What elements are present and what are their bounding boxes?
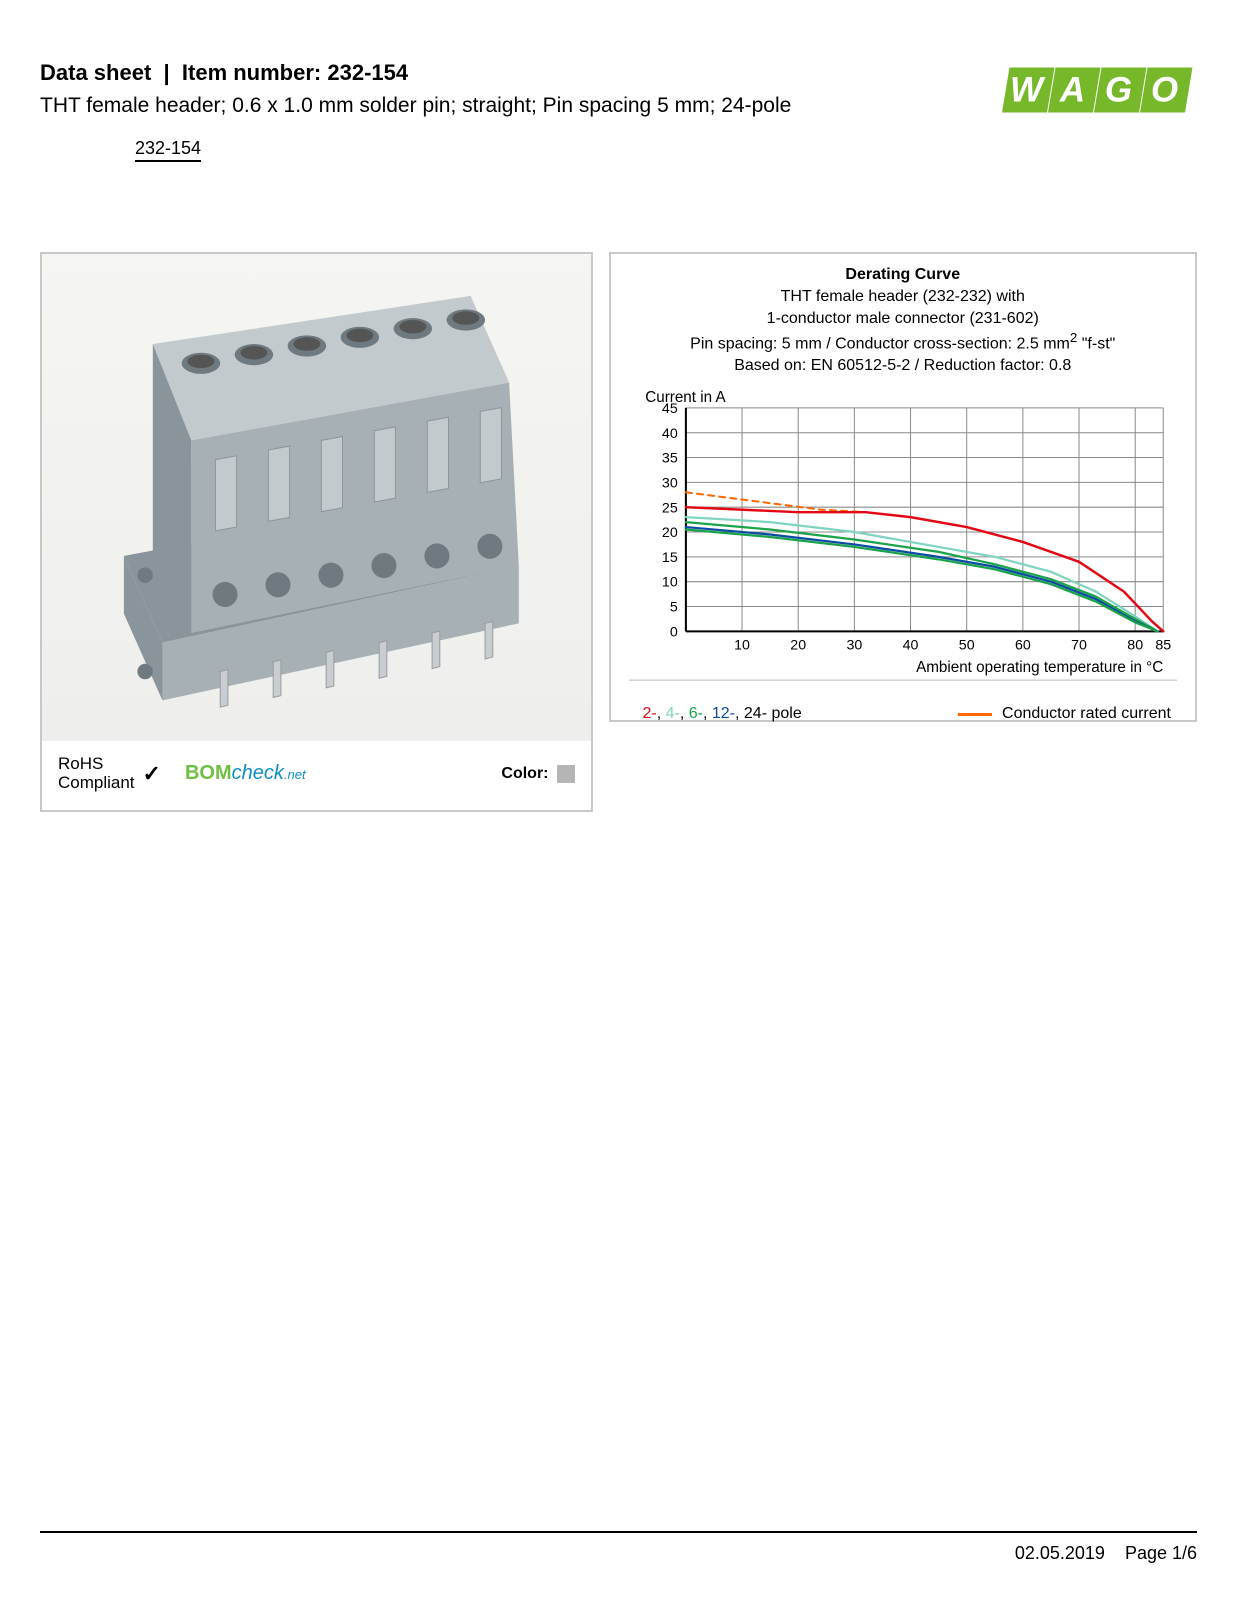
svg-text:80: 80 <box>1127 637 1143 653</box>
chart-sub4: Based on: EN 60512-5-2 / Reduction facto… <box>629 355 1178 377</box>
legend-conductor: Conductor rated current <box>958 705 1171 723</box>
check-icon: ✓ <box>143 762 161 786</box>
chart-panel: Derating Curve THT female header (232-23… <box>609 252 1198 722</box>
svg-text:5: 5 <box>669 599 677 615</box>
svg-text:60: 60 <box>1014 637 1030 653</box>
svg-text:W: W <box>1010 71 1046 110</box>
footer: 02.05.2019 Page 1/6 <box>40 1531 1197 1564</box>
bomcheck-logo: BOMcheck.net <box>185 762 306 785</box>
svg-text:35: 35 <box>661 450 677 466</box>
svg-text:O: O <box>1151 71 1178 110</box>
svg-text:0: 0 <box>669 624 677 640</box>
item-code-underlined: 232-154 <box>135 138 201 162</box>
svg-text:25: 25 <box>661 500 677 516</box>
datasheet-label: Data sheet <box>40 60 151 85</box>
color-block: Color: <box>501 765 574 783</box>
wago-logo: WAGO <box>997 60 1197 120</box>
product-panel: RoHS Compliant ✓ BOMcheck.net Color: <box>40 252 593 812</box>
chart-sub2: 1-conductor male connector (231-602) <box>629 308 1178 330</box>
item-label: Item number: <box>182 60 321 85</box>
chart-title: Derating Curve <box>629 264 1178 286</box>
chart-legend: 2-, 4-, 6-, 12-, 24- pole Conductor rate… <box>629 696 1178 723</box>
svg-text:45: 45 <box>661 401 677 417</box>
svg-text:20: 20 <box>790 637 806 653</box>
chart-sub3: Pin spacing: 5 mm / Conductor cross-sect… <box>629 329 1178 355</box>
subtitle: THT female header; 0.6 x 1.0 mm solder p… <box>40 92 977 120</box>
svg-text:85: 85 <box>1155 637 1171 653</box>
footer-page: Page 1/6 <box>1125 1543 1197 1563</box>
chart-sub1: THT female header (232-232) with <box>629 286 1178 308</box>
color-swatch <box>557 765 575 783</box>
legend-swatch-icon <box>958 713 992 716</box>
svg-text:70: 70 <box>1071 637 1087 653</box>
svg-text:A: A <box>1059 71 1085 110</box>
svg-text:30: 30 <box>661 475 677 491</box>
product-image-area <box>42 254 591 741</box>
bom-text: BOM <box>185 762 232 784</box>
legend-conductor-label: Conductor rated current <box>1002 705 1171 723</box>
footer-date: 02.05.2019 <box>1015 1543 1105 1563</box>
chart-area: Current in A 0 5 10 15 20 25 30 35 40 45 10 20 30 40 50… <box>629 381 1178 691</box>
svg-text:Ambient operating temperature: Ambient operating temperature in °C <box>916 659 1163 676</box>
product-render <box>56 267 577 729</box>
svg-text:Current in A: Current in A <box>645 388 726 405</box>
check-text: check <box>232 762 284 784</box>
compliance-row: RoHS Compliant ✓ BOMcheck.net Color: <box>42 741 591 810</box>
title-line: Data sheet | Item number: 232-154 <box>40 60 977 86</box>
svg-text:40: 40 <box>661 425 677 441</box>
panels: RoHS Compliant ✓ BOMcheck.net Color: Der… <box>40 252 1197 812</box>
rohs-line1: RoHS <box>58 755 135 774</box>
rohs-line2: Compliant <box>58 774 135 793</box>
header: Data sheet | Item number: 232-154 THT fe… <box>40 60 1197 162</box>
rohs-block: RoHS Compliant ✓ <box>58 755 161 792</box>
net-text: .net <box>284 767 306 782</box>
color-label: Color: <box>501 765 548 783</box>
svg-text:30: 30 <box>846 637 862 653</box>
legend-poles: 2-, 4-, 6-, 12-, 24- pole <box>643 705 802 723</box>
derating-chart: Current in A 0 5 10 15 20 25 30 35 40 45 10 20 30 40 50… <box>629 381 1178 691</box>
svg-text:10: 10 <box>734 637 750 653</box>
svg-text:G: G <box>1105 71 1132 110</box>
svg-text:40: 40 <box>902 637 918 653</box>
svg-text:50: 50 <box>958 637 974 653</box>
svg-text:20: 20 <box>661 525 677 541</box>
svg-text:15: 15 <box>661 550 677 566</box>
header-text: Data sheet | Item number: 232-154 THT fe… <box>40 60 997 162</box>
svg-text:10: 10 <box>661 574 677 590</box>
chart-header: Derating Curve THT female header (232-23… <box>629 264 1178 376</box>
item-number: 232-154 <box>327 60 408 85</box>
